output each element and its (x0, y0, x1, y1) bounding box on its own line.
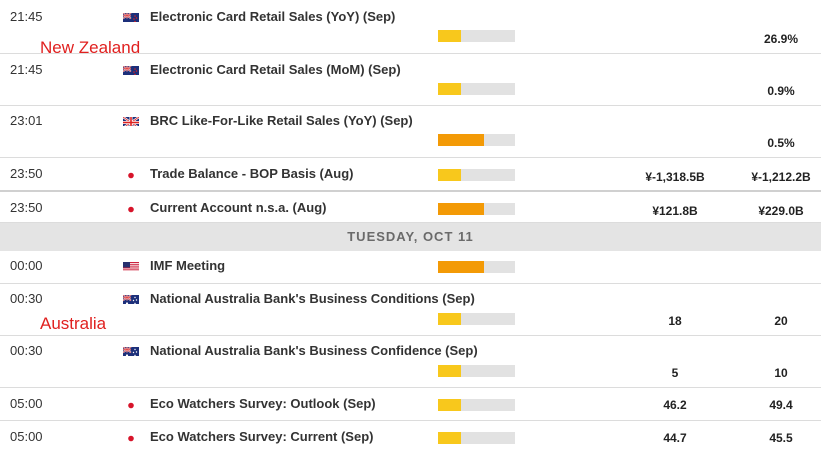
event-time: 05:00 (10, 429, 43, 444)
uk-flag-icon (123, 115, 139, 126)
event-row[interactable]: 00:30 National Australia Bank's Business … (0, 284, 821, 336)
event-title[interactable]: National Australia Bank's Business Condi… (150, 291, 475, 306)
event-time: 23:01 (10, 113, 43, 128)
impact-bar (438, 134, 515, 146)
impact-bar-fill (438, 313, 461, 325)
japan-flag-icon (123, 398, 139, 409)
actual-value: 0.5% (767, 136, 795, 150)
event-title[interactable]: Trade Balance - BOP Basis (Aug) (150, 166, 354, 181)
event-time: 00:30 (10, 343, 43, 358)
japan-flag-icon (123, 168, 139, 179)
impact-bar (438, 399, 515, 411)
impact-bar (438, 261, 515, 273)
australia-flag-icon (123, 293, 139, 304)
event-row[interactable]: 00:00 IMF Meeting (0, 251, 821, 284)
japan-flag-icon (123, 431, 139, 442)
actual-value: 26.9% (763, 32, 799, 46)
impact-bar-fill (438, 432, 461, 444)
impact-bar (438, 432, 515, 444)
event-title[interactable]: Current Account n.s.a. (Aug) (150, 200, 327, 215)
actual-value: 49.4 (769, 398, 793, 412)
event-row[interactable]: 21:45 Electronic Card Retail Sales (YoY) … (0, 0, 821, 54)
actual-value: 20 (774, 314, 788, 328)
impact-bar (438, 83, 515, 95)
previous-value: 18 (668, 314, 682, 328)
event-row[interactable]: 23:01 BRC Like-For-Like Retail Sales (YoY… (0, 106, 821, 158)
new-zealand-flag-icon (123, 64, 139, 75)
impact-bar (438, 169, 515, 181)
impact-bar-fill (438, 261, 484, 273)
event-time: 23:50 (10, 166, 43, 181)
previous-value: 5 (671, 366, 679, 380)
previous-value: ¥121.8B (652, 204, 698, 218)
impact-bar (438, 203, 515, 215)
impact-bar-fill (438, 30, 461, 42)
previous-value: ¥-1,318.5B (645, 170, 705, 184)
impact-bar-fill (438, 83, 461, 95)
event-title[interactable]: Electronic Card Retail Sales (MoM) (Sep) (150, 62, 401, 77)
region-label-new-zealand: New Zealand (40, 38, 141, 57)
impact-bar (438, 365, 515, 377)
date-separator: TUESDAY, OCT 11 (0, 223, 821, 251)
event-row[interactable]: 21:45 Electronic Card Retail Sales (MoM) … (0, 54, 821, 106)
event-time: 21:45 (10, 62, 43, 77)
actual-value: 0.9% (767, 84, 795, 98)
actual-value: 10 (774, 366, 788, 380)
impact-bar-fill (438, 203, 484, 215)
event-row[interactable]: 23:50 Trade Balance - BOP Basis (Aug) ¥-1,… (0, 158, 821, 192)
impact-bar (438, 313, 515, 325)
event-title[interactable]: Electronic Card Retail Sales (YoY) (Sep) (150, 9, 396, 24)
impact-bar-fill (438, 365, 461, 377)
event-title[interactable]: IMF Meeting (150, 258, 226, 273)
impact-bar-fill (438, 134, 484, 146)
event-title[interactable]: Eco Watchers Survey: Current (Sep) (150, 429, 374, 444)
event-row[interactable]: 05:00 Eco Watchers Survey: Current (Sep) 4… (0, 421, 821, 454)
previous-value: 46.2 (663, 398, 687, 412)
actual-value: 45.5 (769, 431, 793, 445)
event-time: 00:30 (10, 291, 43, 306)
region-label-australia: Australia (40, 314, 107, 333)
event-title[interactable]: National Australia Bank's Business Confi… (150, 343, 478, 358)
impact-bar (438, 30, 515, 42)
japan-flag-icon (123, 202, 139, 213)
event-row[interactable]: 00:30 National Australia Bank's Business … (0, 336, 821, 388)
event-time: 00:00 (10, 258, 43, 273)
event-title[interactable]: Eco Watchers Survey: Outlook (Sep) (150, 396, 376, 411)
actual-value: ¥229.0B (758, 204, 804, 218)
event-time: 21:45 (10, 9, 43, 24)
event-time: 05:00 (10, 396, 43, 411)
event-row[interactable]: 23:50 Current Account n.s.a. (Aug) ¥121.8B… (0, 192, 821, 223)
event-row[interactable]: 05:00 Eco Watchers Survey: Outlook (Sep) 4… (0, 388, 821, 421)
event-time: 23:50 (10, 200, 43, 215)
impact-bar-fill (438, 399, 461, 411)
new-zealand-flag-icon (123, 11, 139, 22)
australia-flag-icon (123, 345, 139, 356)
impact-bar-fill (438, 169, 461, 181)
previous-value: 44.7 (663, 431, 687, 445)
usa-flag-icon (123, 260, 139, 271)
actual-value: ¥-1,212.2B (751, 170, 811, 184)
event-title[interactable]: BRC Like-For-Like Retail Sales (YoY) (Se… (150, 113, 413, 128)
